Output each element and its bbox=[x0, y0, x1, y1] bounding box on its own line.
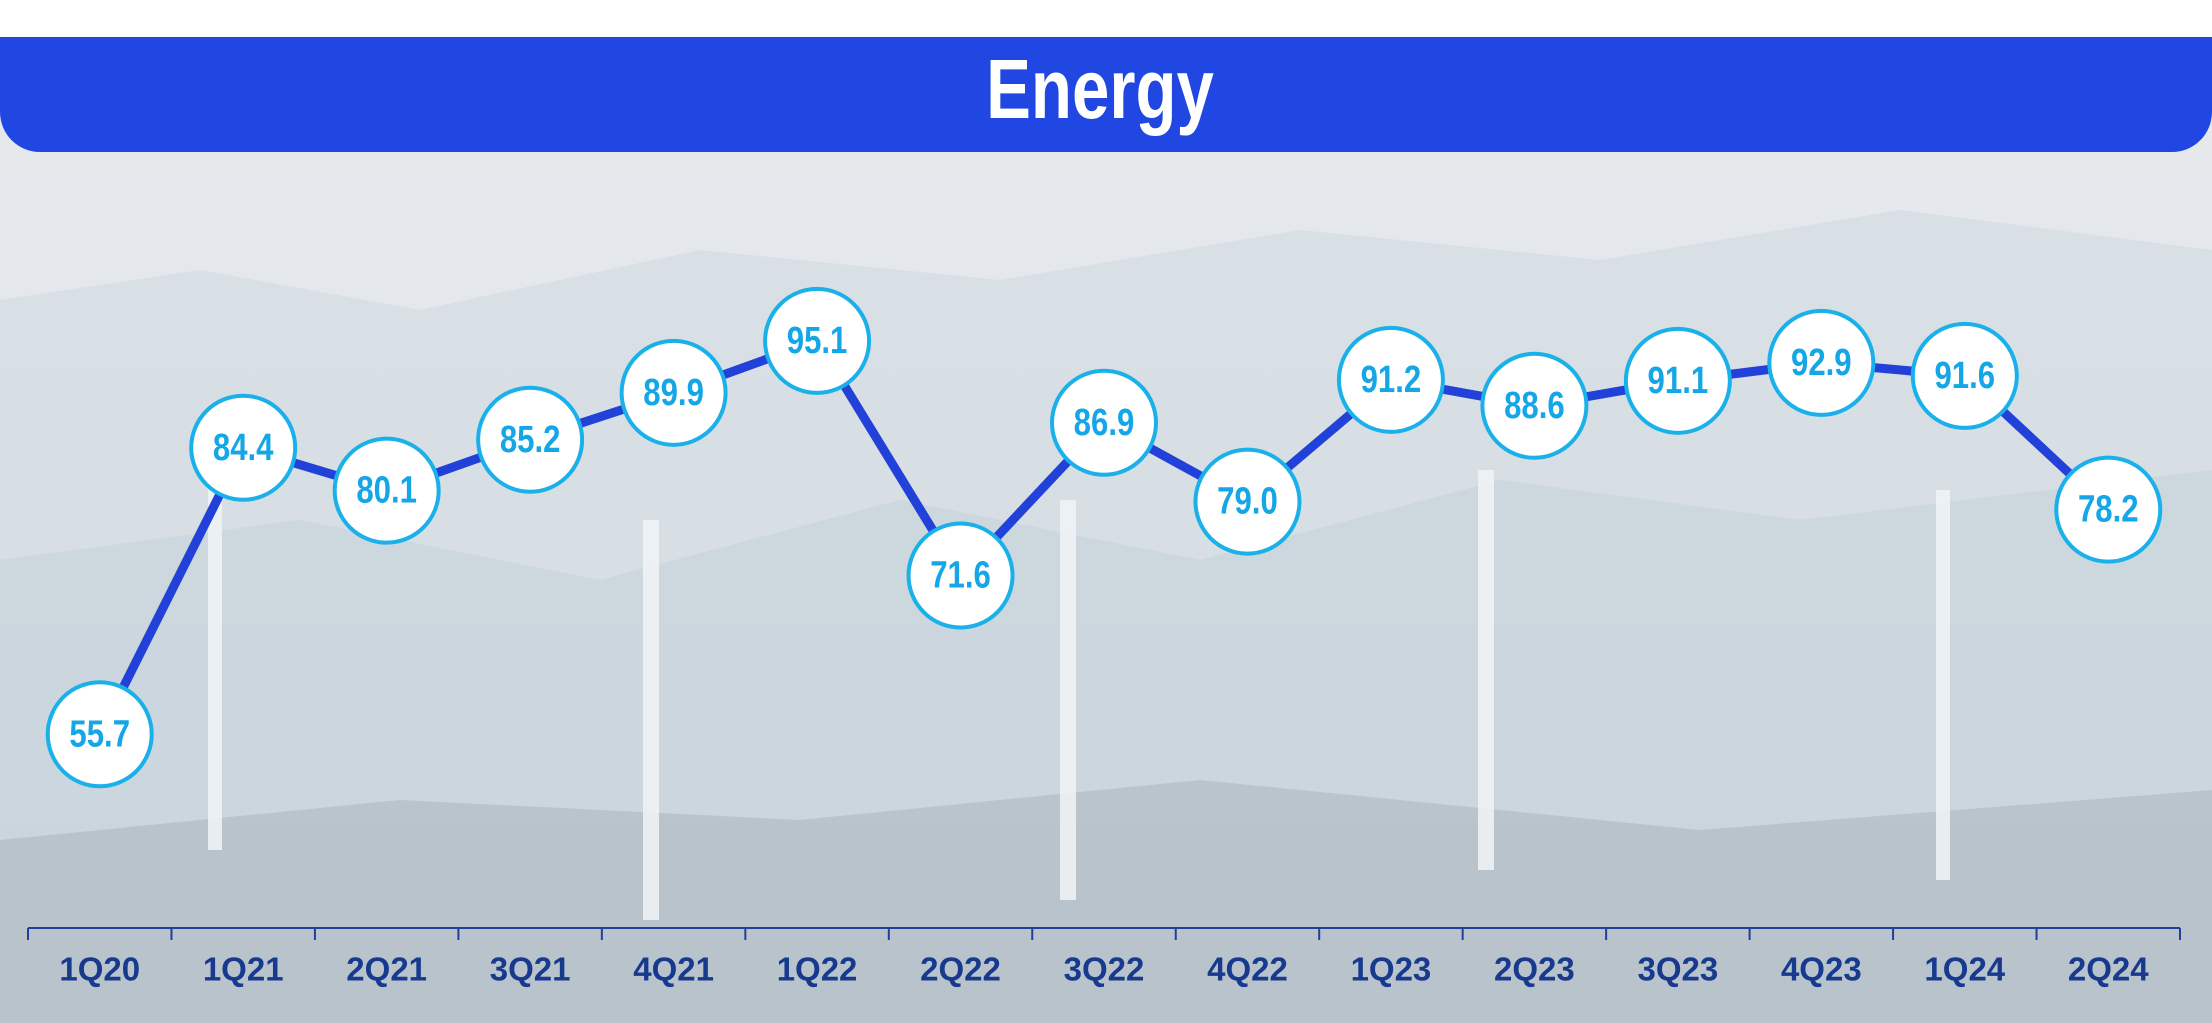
point bbox=[2054, 455, 2163, 564]
x-tick-label: 1Q20 bbox=[59, 951, 140, 988]
value-label: 55.7 bbox=[69, 713, 130, 755]
x-tick-label: 2Q24 bbox=[2068, 951, 2149, 988]
x-tick-label: 3Q21 bbox=[490, 951, 571, 988]
point bbox=[1910, 321, 2019, 430]
x-tick-label: 3Q23 bbox=[1637, 951, 1718, 988]
point bbox=[763, 286, 872, 395]
x-tick-label: 2Q23 bbox=[1494, 951, 1575, 988]
value-label: 71.6 bbox=[930, 555, 991, 597]
point bbox=[1480, 351, 1589, 460]
x-tick-label: 4Q22 bbox=[1207, 951, 1288, 988]
x-tick-label: 2Q22 bbox=[920, 951, 1001, 988]
value-label: 95.1 bbox=[787, 320, 848, 362]
point bbox=[1336, 325, 1445, 434]
point bbox=[1623, 326, 1732, 435]
value-label: 91.6 bbox=[1934, 355, 1995, 397]
value-label: 91.1 bbox=[1648, 360, 1709, 402]
point bbox=[1050, 368, 1158, 477]
value-label: 86.9 bbox=[1074, 402, 1135, 444]
x-tick-label: 4Q23 bbox=[1781, 951, 1862, 988]
value-label: 85.2 bbox=[500, 419, 561, 461]
title-banner bbox=[0, 37, 2212, 152]
value-label: 84.4 bbox=[213, 427, 274, 469]
x-tick-label: 2Q21 bbox=[346, 951, 427, 988]
x-tick-label: 1Q22 bbox=[777, 951, 858, 988]
x-tick-label: 3Q22 bbox=[1064, 951, 1145, 988]
mountain-near bbox=[0, 780, 2212, 1023]
value-label: 91.2 bbox=[1361, 359, 1422, 401]
value-label: 88.6 bbox=[1504, 385, 1565, 427]
value-label: 92.9 bbox=[1791, 342, 1852, 384]
point bbox=[332, 436, 441, 545]
x-tick-label: 1Q21 bbox=[203, 951, 284, 988]
value-label: 89.9 bbox=[643, 372, 704, 414]
value-label: 78.2 bbox=[2078, 489, 2139, 531]
point bbox=[45, 680, 154, 789]
point bbox=[619, 338, 728, 447]
point bbox=[189, 393, 298, 502]
point bbox=[476, 385, 585, 494]
x-tick-label: 1Q23 bbox=[1351, 951, 1432, 988]
x-tick-label: 4Q21 bbox=[633, 951, 714, 988]
x-tick-label: 1Q24 bbox=[1924, 951, 2005, 988]
value-label: 79.0 bbox=[1217, 481, 1278, 523]
turbines bbox=[208, 430, 1950, 920]
value-label: 80.1 bbox=[356, 470, 417, 512]
point bbox=[1193, 447, 1302, 556]
point bbox=[906, 521, 1015, 630]
point bbox=[1767, 308, 1876, 417]
chart-title: Energy bbox=[986, 43, 1214, 137]
